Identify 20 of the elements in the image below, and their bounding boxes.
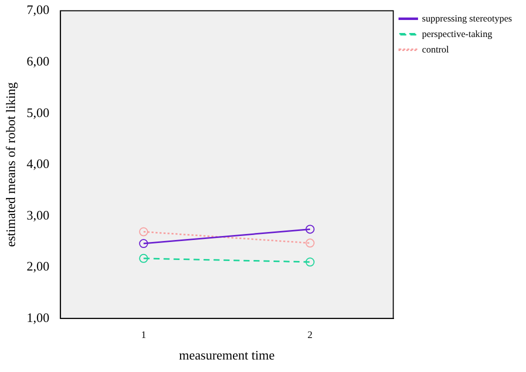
y-tick-label: 1,00 bbox=[26, 310, 50, 325]
x-tick-label: 2 bbox=[308, 330, 313, 342]
x-axis-title: measurement time bbox=[178, 348, 275, 363]
y-tick-label: 7,00 bbox=[26, 2, 50, 18]
y-tick-label: 6,00 bbox=[26, 53, 50, 68]
x-tick-label: 1 bbox=[141, 330, 146, 342]
legend-label: suppressing stereotypes bbox=[422, 14, 512, 24]
legend-label: control bbox=[422, 45, 450, 56]
y-tick-label: 3,00 bbox=[26, 207, 50, 222]
point bbox=[139, 227, 148, 236]
y-tick-label: 5,00 bbox=[26, 104, 50, 120]
point bbox=[306, 224, 315, 234]
point bbox=[306, 238, 315, 248]
point bbox=[306, 258, 315, 267]
legend-label: perspective-taking bbox=[422, 30, 492, 40]
point bbox=[139, 254, 148, 263]
point bbox=[139, 239, 148, 248]
y-tick-label: 4,00 bbox=[26, 156, 50, 172]
y-tick-label: 2,00 bbox=[26, 258, 50, 274]
y-axis-title: estimated means of robot liking bbox=[3, 82, 18, 247]
